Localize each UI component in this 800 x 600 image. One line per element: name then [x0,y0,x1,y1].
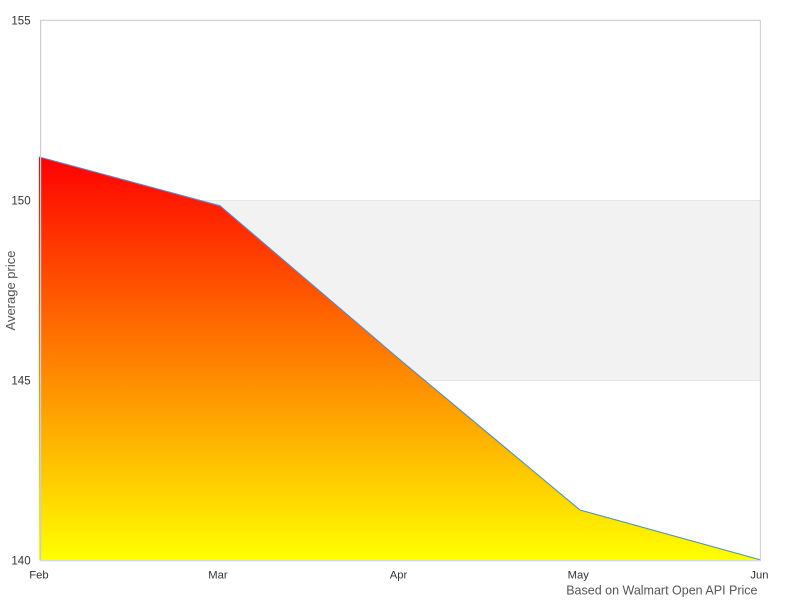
svg-text:145: 145 [11,375,30,387]
svg-text:May: May [568,570,590,582]
svg-text:140: 140 [11,555,30,567]
svg-text:Feb: Feb [29,570,48,582]
svg-text:150: 150 [11,195,30,207]
svg-text:155: 155 [11,15,30,27]
svg-text:Average price: Average price [3,251,18,331]
svg-text:Based on Walmart Open API Pric: Based on Walmart Open API Price [566,584,757,598]
svg-text:Apr: Apr [390,570,408,582]
svg-text:Jun: Jun [750,570,768,582]
svg-text:Mar: Mar [208,570,228,582]
